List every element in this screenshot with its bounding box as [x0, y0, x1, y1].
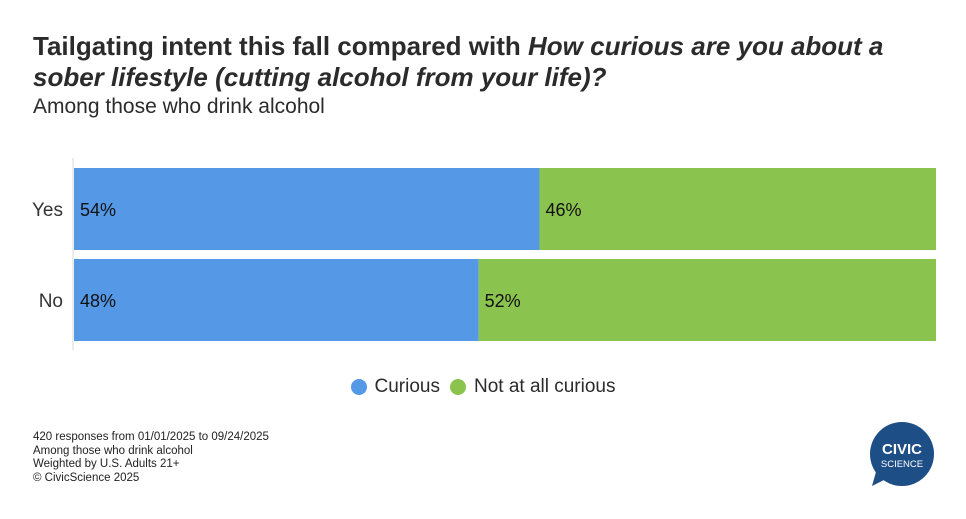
legend: Curious Not at all curious — [0, 376, 966, 401]
legend-swatch-1 — [449, 379, 466, 395]
logo-text-science: SCIENCE — [881, 459, 923, 470]
data-label-no-series-0: 48% — [80, 291, 116, 311]
category-label-yes: Yes — [32, 200, 63, 221]
logo-circle — [870, 422, 934, 486]
data-label-no-series-1: 52% — [485, 291, 521, 311]
bar-yes-series-1 — [539, 168, 936, 250]
footnote-copyright: © CivicScience 2025 — [33, 471, 140, 484]
footnote-weighting: Weighted by U.S. Adults 21+ — [33, 458, 180, 470]
footnote-population: Among those who drink alcohol — [33, 444, 193, 457]
civicscience-logo: CIVIC SCIENCE — [870, 422, 934, 486]
legend-label-1: Not at all curious — [473, 376, 616, 397]
bar-no-series-0 — [74, 259, 479, 341]
category-label-no: No — [39, 291, 63, 312]
chart-subtitle: Among those who drink alcohol — [33, 95, 325, 118]
legend-item-0: Curious — [350, 376, 440, 398]
footnotes: 420 responses from 01/01/2025 to 09/24/2… — [33, 431, 269, 485]
title-part2: compared with — [330, 31, 528, 61]
bar-yes-series-0 — [74, 168, 540, 250]
title-question: How curious are you about a sober lifest… — [33, 31, 884, 92]
chart-title: Tailgating intent this fall compared wit… — [33, 31, 933, 93]
legend-label-0: Curious — [374, 376, 440, 397]
bar-no-series-1 — [478, 259, 936, 341]
logo-text-civic: CIVIC — [882, 441, 922, 458]
data-label-yes-series-0: 54% — [80, 200, 116, 220]
legend-item-1: Not at all curious — [449, 376, 616, 398]
footnote-responses: 420 responses from 01/01/2025 to 09/24/2… — [33, 431, 269, 443]
data-label-yes-series-1: 46% — [545, 200, 581, 220]
logo-speech-tail — [872, 472, 888, 486]
title-part1: Tailgating intent this fall — [33, 31, 331, 61]
legend-swatch-0 — [350, 379, 367, 395]
